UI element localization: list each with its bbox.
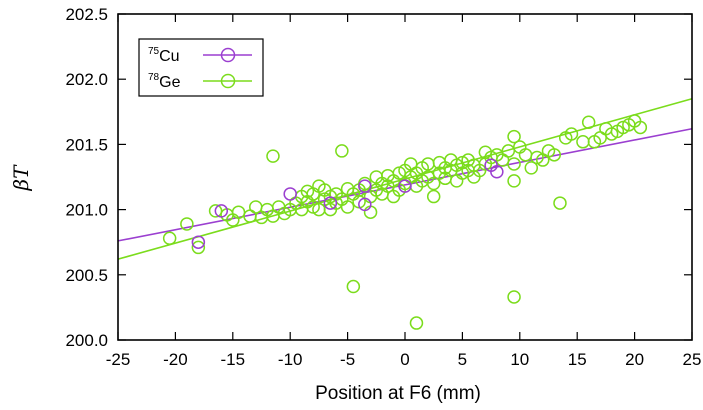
x-tick-label: -10: [278, 350, 303, 369]
point-ge: [581, 115, 596, 129]
point-ge: [507, 174, 521, 188]
point-ge: [507, 290, 521, 304]
y-tick-label: 201.0: [65, 201, 108, 220]
x-tick-label: -15: [221, 350, 246, 369]
x-tick-label: 0: [400, 350, 409, 369]
point-ge: [340, 200, 355, 214]
x-tick-label: -20: [163, 350, 188, 369]
y-tick-label: 202.0: [65, 70, 108, 89]
point-ge: [524, 161, 539, 175]
point-ge: [426, 176, 441, 191]
point-cu: [398, 179, 412, 193]
legend: 75Cu 78Ge: [138, 38, 264, 97]
x-tick-label: 20: [625, 350, 644, 369]
point-ge: [180, 217, 194, 231]
point-cu: [490, 165, 504, 179]
y-tick-label: 201.5: [65, 135, 108, 154]
legend-label-ge: 78Ge: [148, 72, 181, 91]
point-ge: [266, 149, 280, 163]
data-points: [162, 114, 648, 330]
x-tick-label: 15: [568, 350, 587, 369]
point-ge: [507, 129, 521, 144]
point-ge: [409, 316, 424, 330]
point-ge: [162, 231, 177, 246]
point-ge: [426, 189, 441, 204]
point-cu: [358, 197, 372, 212]
legend-box: [138, 38, 264, 97]
point-cu: [283, 187, 297, 201]
point-ge: [346, 279, 361, 294]
point-cu: [191, 235, 206, 249]
legend-label-cu: 75Cu: [148, 46, 180, 65]
x-tick-label: -25: [106, 350, 131, 369]
point-ge: [191, 240, 206, 255]
axes: -25 -20 -15 -10 -5 0 5 10 15 20 25 200.0 200.5 201.0 2…: [65, 5, 701, 369]
point-ge: [335, 144, 349, 158]
point-ge: [507, 157, 521, 171]
x-tick-label: 5: [458, 350, 467, 369]
legend-marker-ge: [220, 73, 236, 89]
point-ge: [553, 196, 567, 210]
x-tick-label: 25: [683, 350, 702, 369]
y-tick-label: 202.5: [65, 5, 108, 24]
x-axis-title: Position at F6 (mm): [315, 383, 481, 404]
y-tick-label: 200.0: [65, 331, 108, 350]
x-tick-label: -5: [340, 350, 355, 369]
point-cu: [358, 179, 372, 193]
point-ge: [547, 148, 561, 162]
point-cu: [214, 204, 229, 218]
y-axis-title: βT: [9, 164, 33, 192]
legend-marker-cu: [220, 47, 236, 63]
point-cu: [323, 196, 338, 210]
point-ge: [633, 120, 648, 135]
point-ge: [564, 127, 579, 141]
y-tick-label: 200.5: [65, 266, 108, 285]
x-tick-label: 10: [510, 350, 529, 369]
